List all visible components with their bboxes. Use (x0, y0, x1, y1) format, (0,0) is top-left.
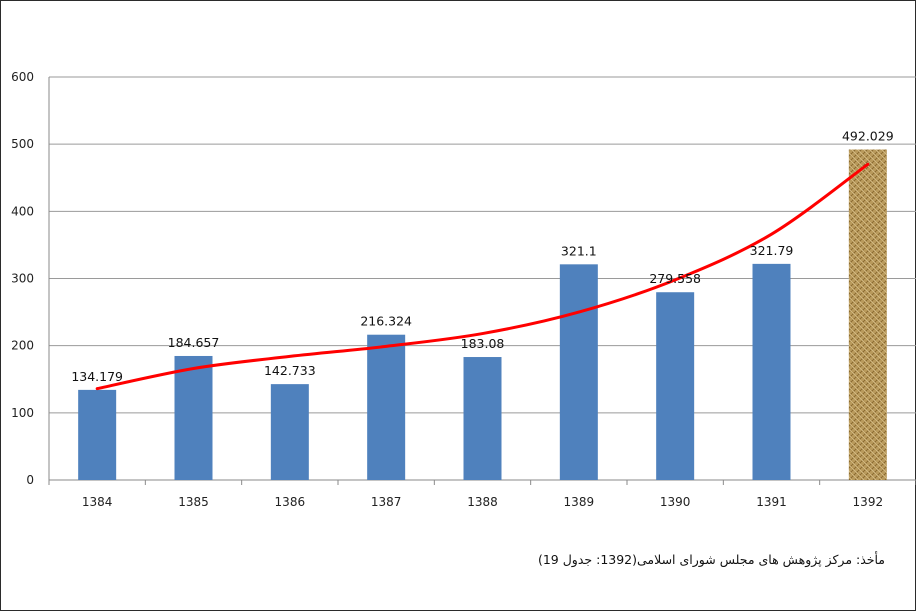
x-tick-label: 1389 (564, 495, 595, 509)
data-label: 321.1 (561, 243, 597, 258)
bar (78, 389, 117, 480)
data-label: 321.79 (750, 243, 794, 258)
x-tick-label: 1386 (275, 495, 306, 509)
data-label: 279.558 (649, 271, 701, 286)
data-label: 492.029 (842, 129, 894, 144)
x-tick-label: 1392 (853, 495, 884, 509)
bar (559, 264, 598, 480)
y-tick-label: 500 (11, 137, 34, 151)
data-label: 134.179 (71, 369, 123, 384)
data-label: 142.733 (264, 363, 316, 378)
y-tick-label: 600 (11, 70, 34, 84)
data-label: 216.324 (360, 314, 412, 329)
x-tick-label: 1384 (82, 495, 113, 509)
data-label: 183.08 (461, 336, 505, 351)
y-tick-label: 100 (11, 406, 34, 420)
x-tick-label: 1385 (178, 495, 209, 509)
source-note: مأخذ: مرکز پژوهش های مجلس شورای اسلامی(1… (537, 552, 885, 567)
bar (270, 384, 309, 480)
bar (656, 292, 695, 480)
bar (463, 357, 502, 480)
y-tick-label: 0 (26, 473, 34, 487)
bar (848, 149, 887, 481)
y-tick-label: 300 (11, 272, 34, 286)
x-tick-label: 1387 (371, 495, 402, 509)
bar (367, 334, 406, 480)
x-tick-label: 1388 (467, 495, 498, 509)
bar (752, 263, 791, 480)
trendline (95, 162, 870, 391)
bar (174, 355, 213, 480)
data-label: 184.657 (168, 335, 220, 350)
x-tick-label: 1391 (756, 495, 787, 509)
y-tick-label: 200 (11, 339, 34, 353)
x-tick-label: 1390 (660, 495, 691, 509)
y-tick-label: 400 (11, 204, 34, 218)
